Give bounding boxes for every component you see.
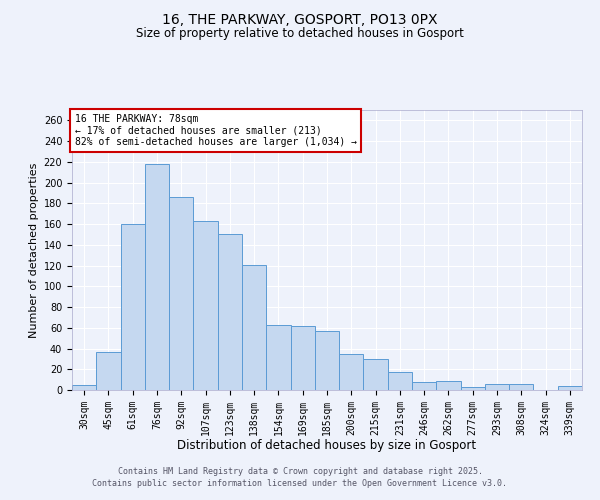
Bar <box>193 221 218 390</box>
Text: 16, THE PARKWAY, GOSPORT, PO13 0PX: 16, THE PARKWAY, GOSPORT, PO13 0PX <box>162 12 438 26</box>
Bar <box>290 326 315 390</box>
Bar <box>242 264 266 390</box>
Bar <box>412 382 436 390</box>
Bar <box>169 197 193 390</box>
Bar <box>266 324 290 390</box>
Text: Size of property relative to detached houses in Gosport: Size of property relative to detached ho… <box>136 28 464 40</box>
Y-axis label: Number of detached properties: Number of detached properties <box>29 162 40 338</box>
Bar <box>121 224 145 390</box>
Bar <box>218 234 242 390</box>
Bar <box>72 385 96 390</box>
Bar <box>388 372 412 390</box>
Bar <box>315 331 339 390</box>
X-axis label: Distribution of detached houses by size in Gosport: Distribution of detached houses by size … <box>178 439 476 452</box>
Bar <box>461 387 485 390</box>
Bar <box>509 384 533 390</box>
Text: Contains HM Land Registry data © Crown copyright and database right 2025.
Contai: Contains HM Land Registry data © Crown c… <box>92 466 508 487</box>
Bar <box>436 380 461 390</box>
Bar <box>558 386 582 390</box>
Bar <box>339 354 364 390</box>
Bar <box>364 359 388 390</box>
Bar <box>145 164 169 390</box>
Text: 16 THE PARKWAY: 78sqm
← 17% of detached houses are smaller (213)
82% of semi-det: 16 THE PARKWAY: 78sqm ← 17% of detached … <box>74 114 356 148</box>
Bar <box>485 384 509 390</box>
Bar <box>96 352 121 390</box>
